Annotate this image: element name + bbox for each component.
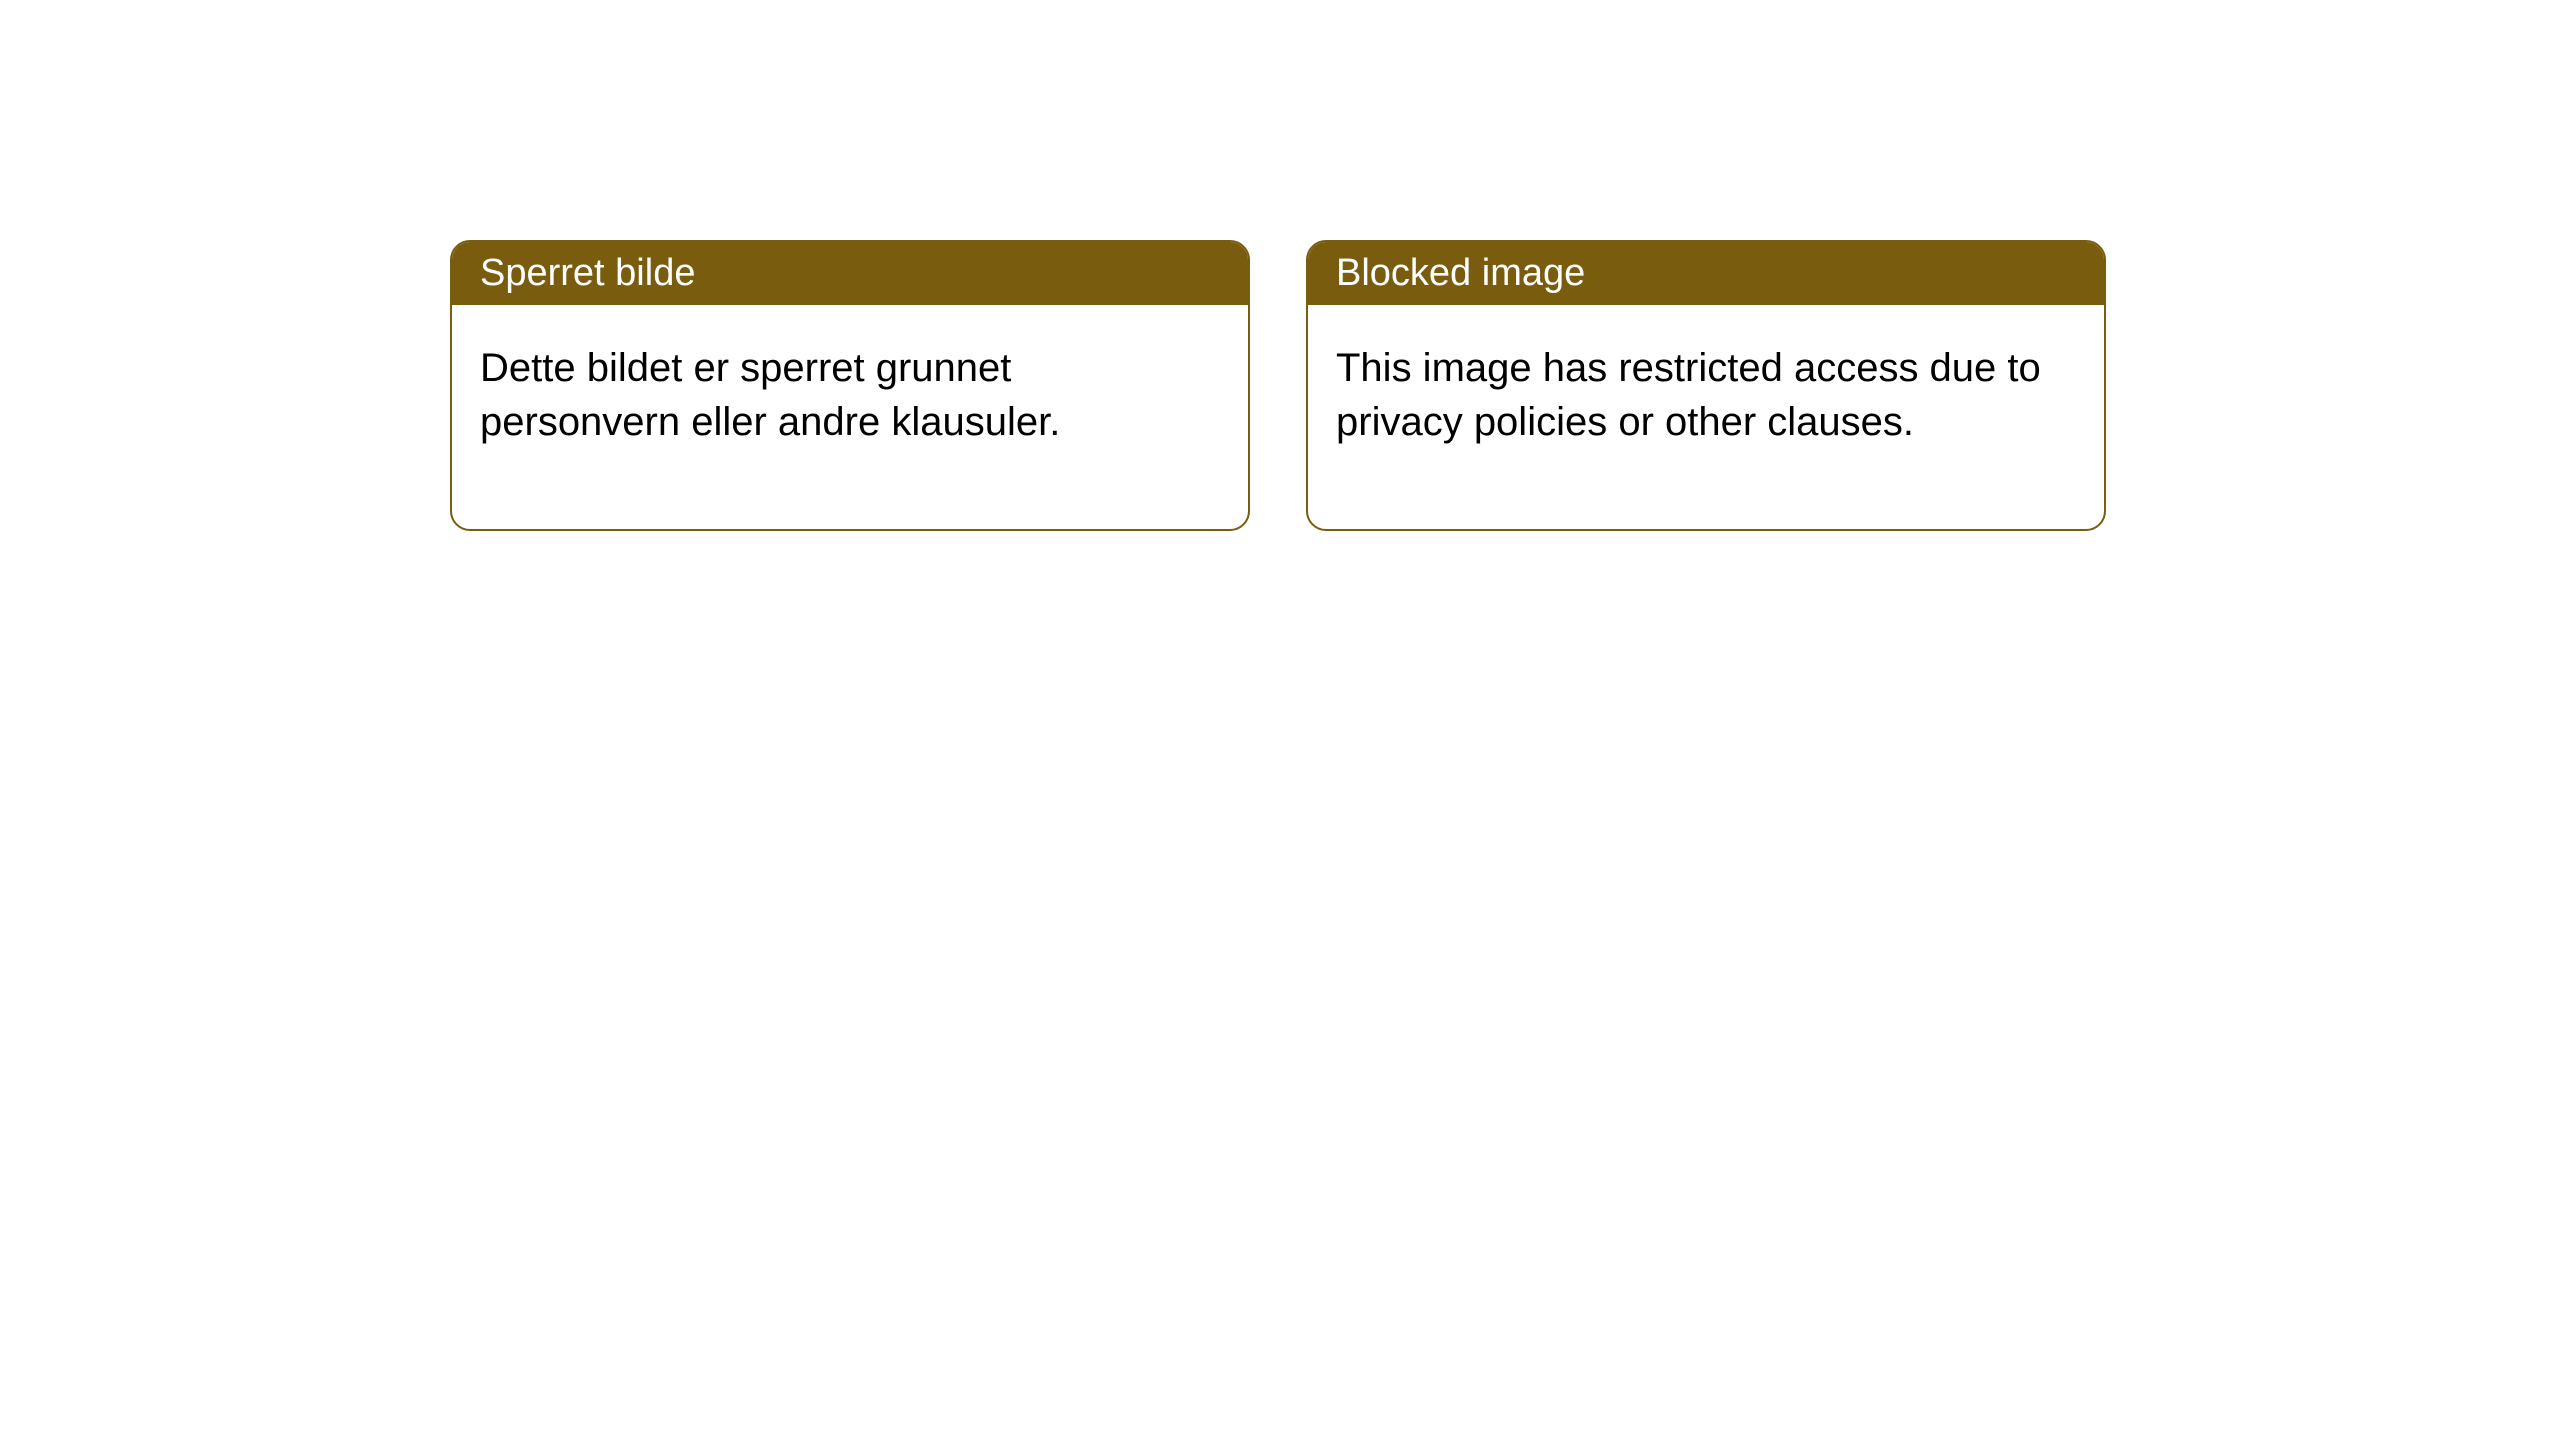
card-body-norwegian: Dette bildet er sperret grunnet personve… [452, 305, 1248, 529]
blocked-image-card-english: Blocked image This image has restricted … [1306, 240, 2106, 531]
card-header-english: Blocked image [1308, 242, 2104, 305]
blocked-image-card-norwegian: Sperret bilde Dette bildet er sperret gr… [450, 240, 1250, 531]
notice-cards-container: Sperret bilde Dette bildet er sperret gr… [450, 240, 2106, 531]
card-body-english: This image has restricted access due to … [1308, 305, 2104, 529]
card-header-norwegian: Sperret bilde [452, 242, 1248, 305]
